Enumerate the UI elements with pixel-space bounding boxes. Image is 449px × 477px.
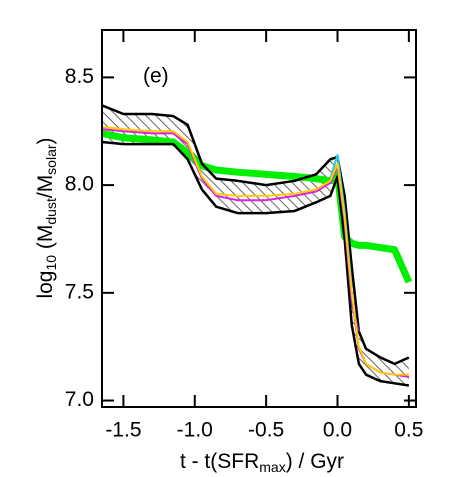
y-label-sub: dust: [43, 198, 59, 225]
y-label-part: (M: [34, 225, 57, 255]
y-label-sub: 10: [43, 255, 59, 271]
y-label-part: /M: [34, 175, 57, 198]
series-line: [102, 125, 409, 376]
band-upper: [102, 104, 410, 366]
plot-area: [102, 104, 413, 387]
y-label-sub: solar: [43, 144, 59, 175]
x-tick-label: 0.5: [394, 419, 423, 442]
y-label-part: log: [34, 271, 57, 299]
band-lower: [102, 140, 410, 387]
x-tick-label: 0.0: [323, 419, 352, 442]
y-tick-label: 7.5: [65, 280, 94, 303]
axes-frame: [101, 29, 417, 408]
x-tick-label: -0.5: [248, 419, 284, 442]
x-axis-label: t - t(SFRmax) / Gyr: [180, 450, 344, 475]
y-tick-label: 8.0: [65, 173, 94, 196]
x-tick-label: -1.5: [105, 419, 141, 442]
y-axis-label: log10 (Mdust/Msolar): [34, 137, 59, 298]
x-label-part: t - t(SFR: [180, 450, 259, 473]
x-label-part: ) / Gyr: [286, 450, 344, 473]
annotation: (e): [143, 65, 169, 88]
y-tick-label: 7.0: [65, 388, 94, 411]
x-label-sub: max: [259, 459, 285, 475]
y-label-part: ): [34, 137, 57, 144]
y-tick-label: 8.5: [65, 65, 94, 88]
x-tick-label: -1.0: [177, 419, 213, 442]
